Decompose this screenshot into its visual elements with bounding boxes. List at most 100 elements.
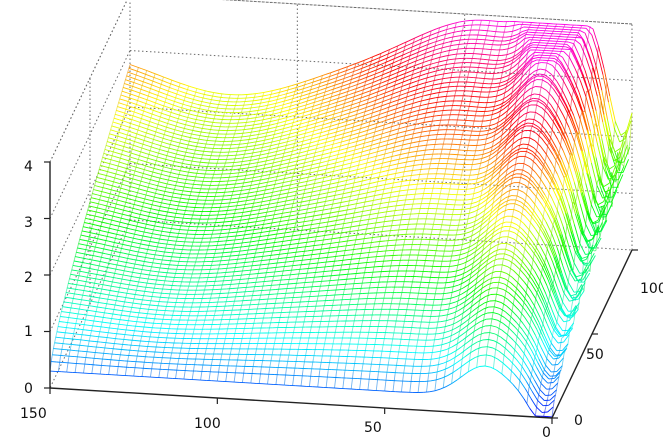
surface-mesh-segment xyxy=(523,39,530,46)
surface-mesh-segment xyxy=(150,158,157,162)
surface-mesh-segment xyxy=(562,150,570,165)
surface-mesh-segment xyxy=(307,187,314,190)
surface-mesh-segment xyxy=(342,196,348,199)
surface-mesh-segment xyxy=(525,81,532,88)
surface-mesh-segment xyxy=(191,106,197,109)
surface-mesh-segment xyxy=(513,132,520,138)
surface-mesh-segment xyxy=(304,161,311,164)
surface-mesh-segment xyxy=(531,59,537,63)
surface-mesh-segment xyxy=(141,189,148,192)
surface-mesh-segment xyxy=(487,255,494,261)
surface-mesh-segment xyxy=(307,81,314,85)
surface-mesh-segment xyxy=(164,190,171,194)
surface-mesh-segment xyxy=(366,140,373,143)
surface-mesh-segment xyxy=(333,149,340,153)
surface-mesh-segment xyxy=(455,57,462,60)
surface-mesh-segment xyxy=(557,174,564,188)
surface-mesh-segment xyxy=(456,268,463,272)
surface-mesh-segment xyxy=(489,221,497,228)
surface-mesh-segment xyxy=(202,127,208,130)
surface-mesh-segment xyxy=(267,218,273,221)
surface-mesh-segment xyxy=(537,289,544,302)
surface-mesh-segment xyxy=(166,167,172,170)
surface-mesh-segment xyxy=(435,73,441,77)
surface-mesh-segment xyxy=(260,135,266,139)
surface-mesh-segment xyxy=(179,122,186,126)
surface-mesh-segment xyxy=(409,115,416,118)
surface-mesh-segment xyxy=(203,162,209,164)
surface-mesh-segment xyxy=(76,251,82,254)
surface-mesh-segment xyxy=(477,237,484,243)
surface-mesh-segment xyxy=(562,187,570,205)
surface-mesh-segment xyxy=(239,204,246,206)
surface-mesh-segment xyxy=(504,39,511,42)
surface-mesh-segment xyxy=(480,160,487,164)
surface-mesh-segment xyxy=(151,216,157,219)
surface-mesh-segment xyxy=(115,152,122,155)
surface-mesh-segment xyxy=(166,126,173,130)
surface-mesh-segment xyxy=(424,163,431,165)
surface-mesh-segment xyxy=(239,262,245,264)
surface-mesh-segment xyxy=(143,265,149,267)
surface-mesh-segment xyxy=(120,136,127,140)
surface-mesh-segment xyxy=(269,229,276,232)
surface-mesh-segment xyxy=(302,268,309,270)
surface-mesh-segment xyxy=(368,77,375,81)
surface-mesh-segment xyxy=(533,54,540,57)
surface-mesh-segment xyxy=(359,73,366,77)
surface-mesh-segment xyxy=(363,218,369,221)
surface-mesh-segment xyxy=(501,129,508,136)
surface-mesh-segment xyxy=(554,255,561,274)
surface-mesh-segment xyxy=(355,123,362,127)
surface-mesh-segment xyxy=(266,280,273,282)
surface-mesh-segment xyxy=(476,220,483,225)
surface-mesh-segment xyxy=(585,96,592,118)
surface-mesh-segment xyxy=(328,229,335,231)
surface-mesh-segment xyxy=(177,90,184,93)
surface-mesh-segment xyxy=(142,206,149,209)
surface-mesh-segment xyxy=(164,113,171,117)
surface-mesh-segment xyxy=(342,259,349,261)
surface-mesh-segment xyxy=(280,228,287,230)
surface-mesh-segment xyxy=(299,125,305,129)
surface-mesh-segment xyxy=(416,66,423,70)
surface-mesh-segment xyxy=(360,69,367,73)
surface-mesh-segment xyxy=(398,97,405,101)
surface-mesh-segment xyxy=(516,195,523,200)
surface-mesh-segment xyxy=(204,101,211,104)
surface-mesh-segment xyxy=(254,102,261,105)
surface-mesh-segment xyxy=(258,91,264,94)
surface-mesh-segment xyxy=(197,142,204,145)
surface-mesh-segment xyxy=(277,201,284,204)
surface-mesh-segment xyxy=(483,190,490,195)
surface-mesh-segment xyxy=(240,200,247,202)
surface-mesh-segment xyxy=(524,248,531,256)
surface-mesh-segment xyxy=(287,223,293,225)
surface-mesh-segment xyxy=(325,199,332,202)
surface-mesh-segment xyxy=(529,197,536,205)
surface-mesh-segment xyxy=(587,173,595,196)
surface-mesh-segment xyxy=(142,247,148,250)
surface-mesh-segment xyxy=(327,81,334,85)
surface-mesh-segment xyxy=(438,105,445,108)
surface-mesh-segment xyxy=(308,144,315,148)
surface-mesh-segment xyxy=(332,116,339,119)
surface-mesh-segment xyxy=(542,134,550,143)
surface-mesh-segment xyxy=(396,214,403,216)
surface-mesh-segment xyxy=(377,226,384,228)
surface-mesh-segment xyxy=(212,95,219,98)
surface-mesh-segment xyxy=(282,166,288,169)
surface-mesh-segment xyxy=(315,103,322,106)
surface-mesh-segment xyxy=(338,188,345,191)
surface-mesh-segment xyxy=(369,190,376,193)
surface-mesh-segment xyxy=(101,265,108,268)
surface-mesh-segment xyxy=(371,65,378,69)
surface-mesh-segment xyxy=(503,179,510,185)
surface-mesh-segment xyxy=(543,230,550,243)
surface-mesh-segment xyxy=(518,189,524,193)
surface-mesh-segment xyxy=(121,90,128,94)
surface-mesh-segment xyxy=(155,201,162,204)
surface-mesh-segment xyxy=(263,142,270,145)
surface-mesh-segment xyxy=(274,88,281,91)
surface-mesh-segment xyxy=(171,208,178,211)
